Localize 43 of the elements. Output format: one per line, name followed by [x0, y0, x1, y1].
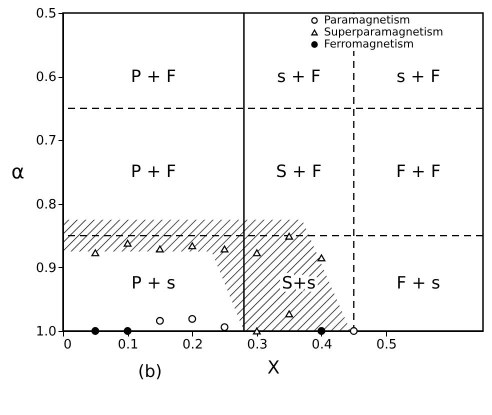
- point: [156, 245, 164, 252]
- x-tick-label: 0.5: [376, 338, 397, 352]
- annotation: F + s: [396, 273, 440, 294]
- annotation: S + F: [276, 162, 322, 182]
- point: [220, 323, 228, 332]
- annotation: s + F: [277, 66, 321, 87]
- annotation: P + F: [130, 66, 176, 87]
- point: [124, 327, 132, 335]
- x-tick-label: 0.2: [182, 338, 204, 352]
- x-axis-title: X: [267, 358, 280, 378]
- point: [285, 310, 294, 318]
- point: [124, 240, 132, 247]
- point: [188, 242, 196, 250]
- x-tick-label: 0.4: [312, 338, 332, 352]
- y-tick-label: 0.8: [36, 197, 56, 212]
- x-tick-label: 0.3: [247, 338, 268, 352]
- point: [318, 327, 326, 335]
- annotation: P + s: [131, 273, 176, 294]
- annotation: s + F: [396, 66, 440, 87]
- y-tick-label: 0.5: [36, 6, 56, 22]
- legend-label: Superparamagnetism: [324, 26, 444, 38]
- point: [252, 327, 261, 335]
- x-tick-label: 0.1: [118, 338, 138, 352]
- point: [91, 249, 100, 256]
- point: [220, 245, 228, 252]
- y-tick-label: 0.9: [36, 260, 56, 276]
- point: [350, 327, 358, 335]
- annotation: F + F: [396, 162, 441, 182]
- y-tick-label: 0.7: [36, 134, 56, 149]
- text: (b): [138, 362, 162, 382]
- legend-label: Ferromagnetism: [324, 38, 414, 50]
- point: [188, 314, 196, 323]
- point: [156, 316, 164, 325]
- x-tick-label: 0: [64, 338, 72, 352]
- y-tick-label: 0.6: [36, 70, 56, 86]
- legend-label: Paramagnetism: [324, 14, 410, 26]
- y-axis-title: α: [11, 160, 24, 184]
- y-tick-label: 1.0: [36, 324, 56, 340]
- point: [252, 249, 261, 256]
- point: [285, 232, 294, 240]
- point: [318, 254, 326, 262]
- annotation: P + F: [130, 162, 176, 182]
- point: [91, 327, 100, 335]
